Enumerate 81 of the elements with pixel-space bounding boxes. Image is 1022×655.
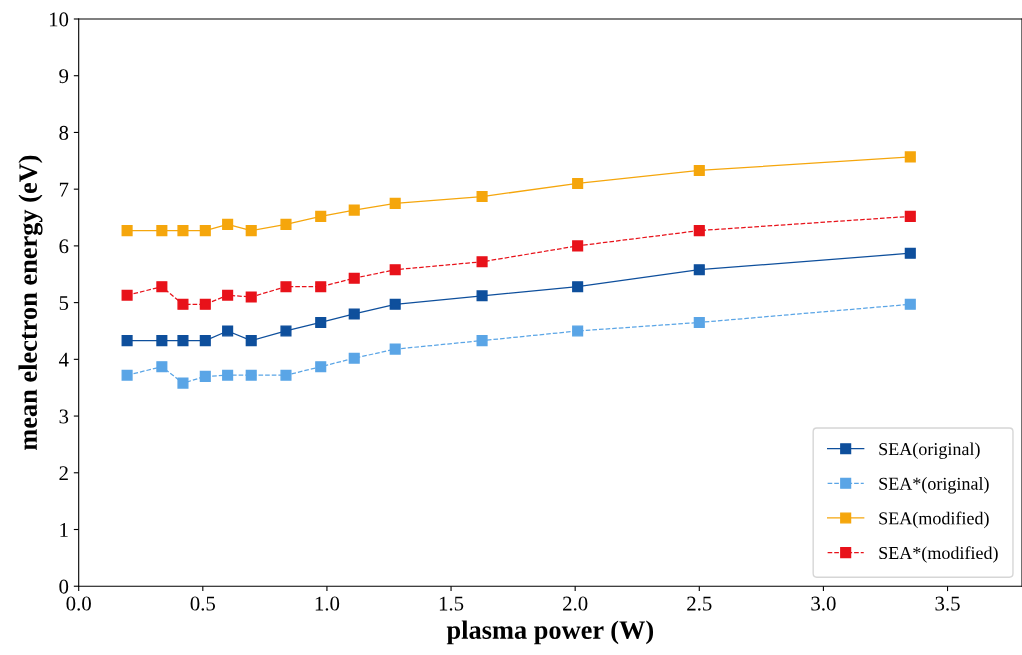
y-tick-label: 10 <box>49 12 69 27</box>
point <box>476 335 488 347</box>
point <box>222 289 234 301</box>
point <box>904 247 916 259</box>
point <box>222 369 234 381</box>
legend-label: SEA(original) <box>879 442 980 459</box>
point <box>572 177 584 190</box>
point <box>199 298 211 310</box>
point <box>156 225 168 237</box>
point <box>222 218 234 230</box>
point <box>121 225 133 237</box>
y-axis-title: mean electron energy (eV) <box>18 155 43 451</box>
point <box>348 308 360 320</box>
point <box>199 370 211 382</box>
point <box>904 151 916 163</box>
point <box>245 291 257 303</box>
point <box>121 289 133 301</box>
point <box>389 298 401 310</box>
y-tick-label: 3 <box>59 409 69 424</box>
point <box>572 240 584 252</box>
legend-label: SEA*(modified) <box>879 546 998 563</box>
point <box>693 164 705 177</box>
point <box>348 204 360 216</box>
point <box>904 210 916 222</box>
point <box>476 256 488 268</box>
point <box>315 361 327 373</box>
point <box>693 316 705 329</box>
y-tick-label: 4 <box>58 352 69 367</box>
y-tick-label: 8 <box>59 125 69 140</box>
point <box>348 272 360 284</box>
point <box>199 225 211 237</box>
x-tick-label: 0.0 <box>66 596 91 611</box>
point <box>121 335 133 347</box>
x-tick-label: 1.0 <box>315 596 340 611</box>
point <box>177 225 189 237</box>
y-tick-label: 9 <box>59 69 69 84</box>
point <box>280 218 292 230</box>
point <box>315 281 327 293</box>
point <box>245 335 257 347</box>
point <box>315 210 327 222</box>
point <box>389 264 401 276</box>
point <box>156 281 168 293</box>
legend-label: SEA*(original) <box>879 477 989 494</box>
point <box>156 361 168 373</box>
x-tick-label: 1.5 <box>439 596 464 611</box>
point <box>280 369 292 381</box>
point <box>476 290 488 302</box>
legend-label: SEA(modified) <box>879 511 989 529</box>
point <box>348 352 360 364</box>
y-tick-label: 5 <box>59 296 69 311</box>
point <box>693 264 705 276</box>
y-tick-label: 7 <box>59 182 69 197</box>
point <box>121 369 133 381</box>
point <box>389 197 401 209</box>
point <box>199 335 211 347</box>
x-tick-label: 3.5 <box>935 596 960 611</box>
point <box>904 298 916 310</box>
point <box>389 343 401 355</box>
point <box>476 190 488 203</box>
point <box>280 325 292 337</box>
point <box>222 325 234 337</box>
x-tick-label: 3.0 <box>811 596 836 611</box>
point <box>572 325 584 337</box>
y-tick-label: 1 <box>60 522 68 537</box>
point <box>177 298 189 310</box>
y-tick-label: 0 <box>59 579 69 594</box>
x-tick-label: 0.5 <box>190 596 216 611</box>
point <box>280 281 292 293</box>
point <box>156 335 168 347</box>
point <box>245 369 257 381</box>
point <box>245 225 257 237</box>
point <box>315 316 327 329</box>
x-axis-title: plasma power (W) <box>446 620 654 645</box>
y-tick-label: 6 <box>59 239 69 254</box>
x-tick-label: 2.5 <box>687 596 712 611</box>
point <box>693 225 705 237</box>
point <box>177 335 189 347</box>
y-tick-label: 2 <box>59 466 68 481</box>
x-tick-label: 2.0 <box>563 596 588 611</box>
point <box>572 281 584 293</box>
point <box>177 377 189 389</box>
